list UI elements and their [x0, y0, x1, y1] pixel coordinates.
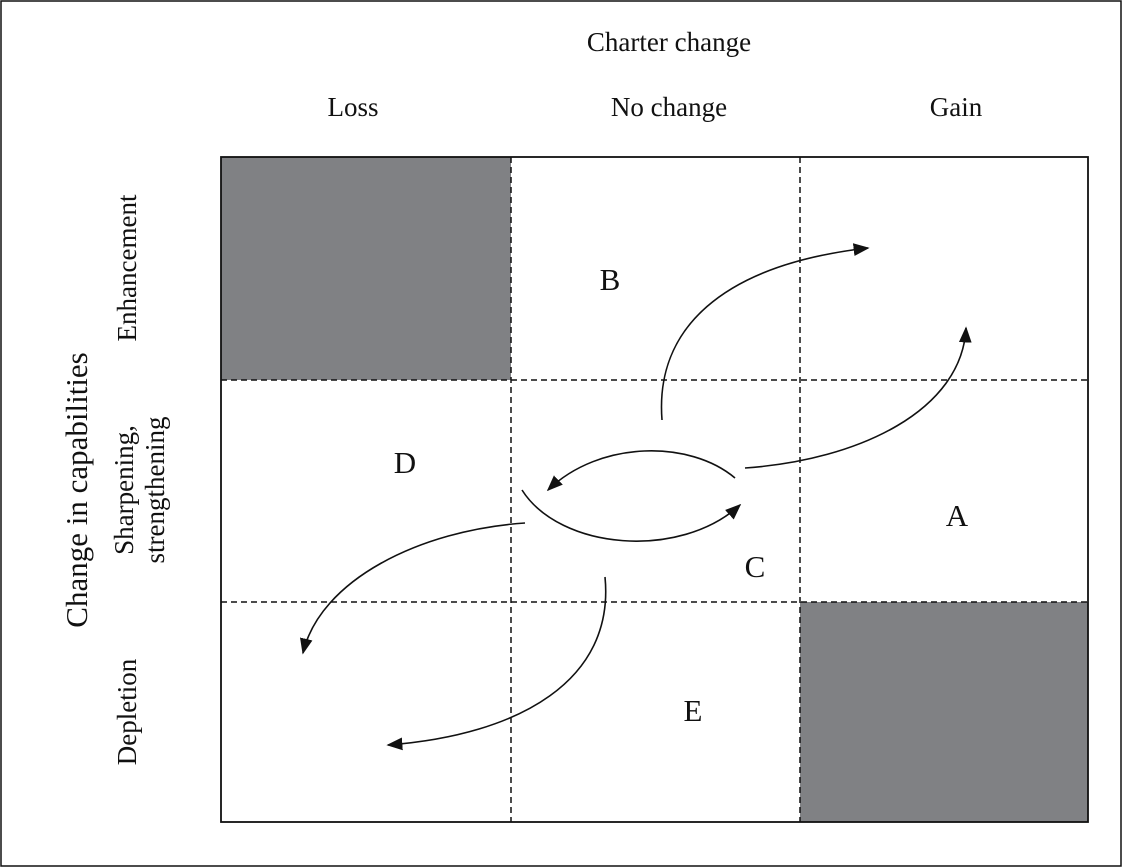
row-label: Enhancement: [112, 194, 142, 341]
cell-label: B: [600, 262, 621, 297]
cell-label: D: [394, 445, 416, 480]
arrows: [300, 243, 972, 751]
cell-label: E: [684, 693, 703, 728]
cell-label: C: [745, 549, 766, 584]
x-axis-title: Charter change: [587, 27, 751, 57]
row-label: Depletion: [112, 658, 142, 765]
column-label: No change: [611, 92, 727, 122]
column-label: Loss: [327, 92, 378, 122]
grid-dividers: [221, 157, 1088, 822]
row-label: Sharpening,: [109, 425, 139, 555]
row-label: strengthening: [140, 417, 170, 564]
cell-label: A: [946, 498, 969, 533]
y-axis-title: Change in capabilities: [59, 352, 94, 627]
shaded-cell: [800, 602, 1088, 822]
shaded-cell: [221, 157, 511, 380]
grid-border: [220, 156, 1089, 823]
column-label: Gain: [930, 92, 983, 122]
